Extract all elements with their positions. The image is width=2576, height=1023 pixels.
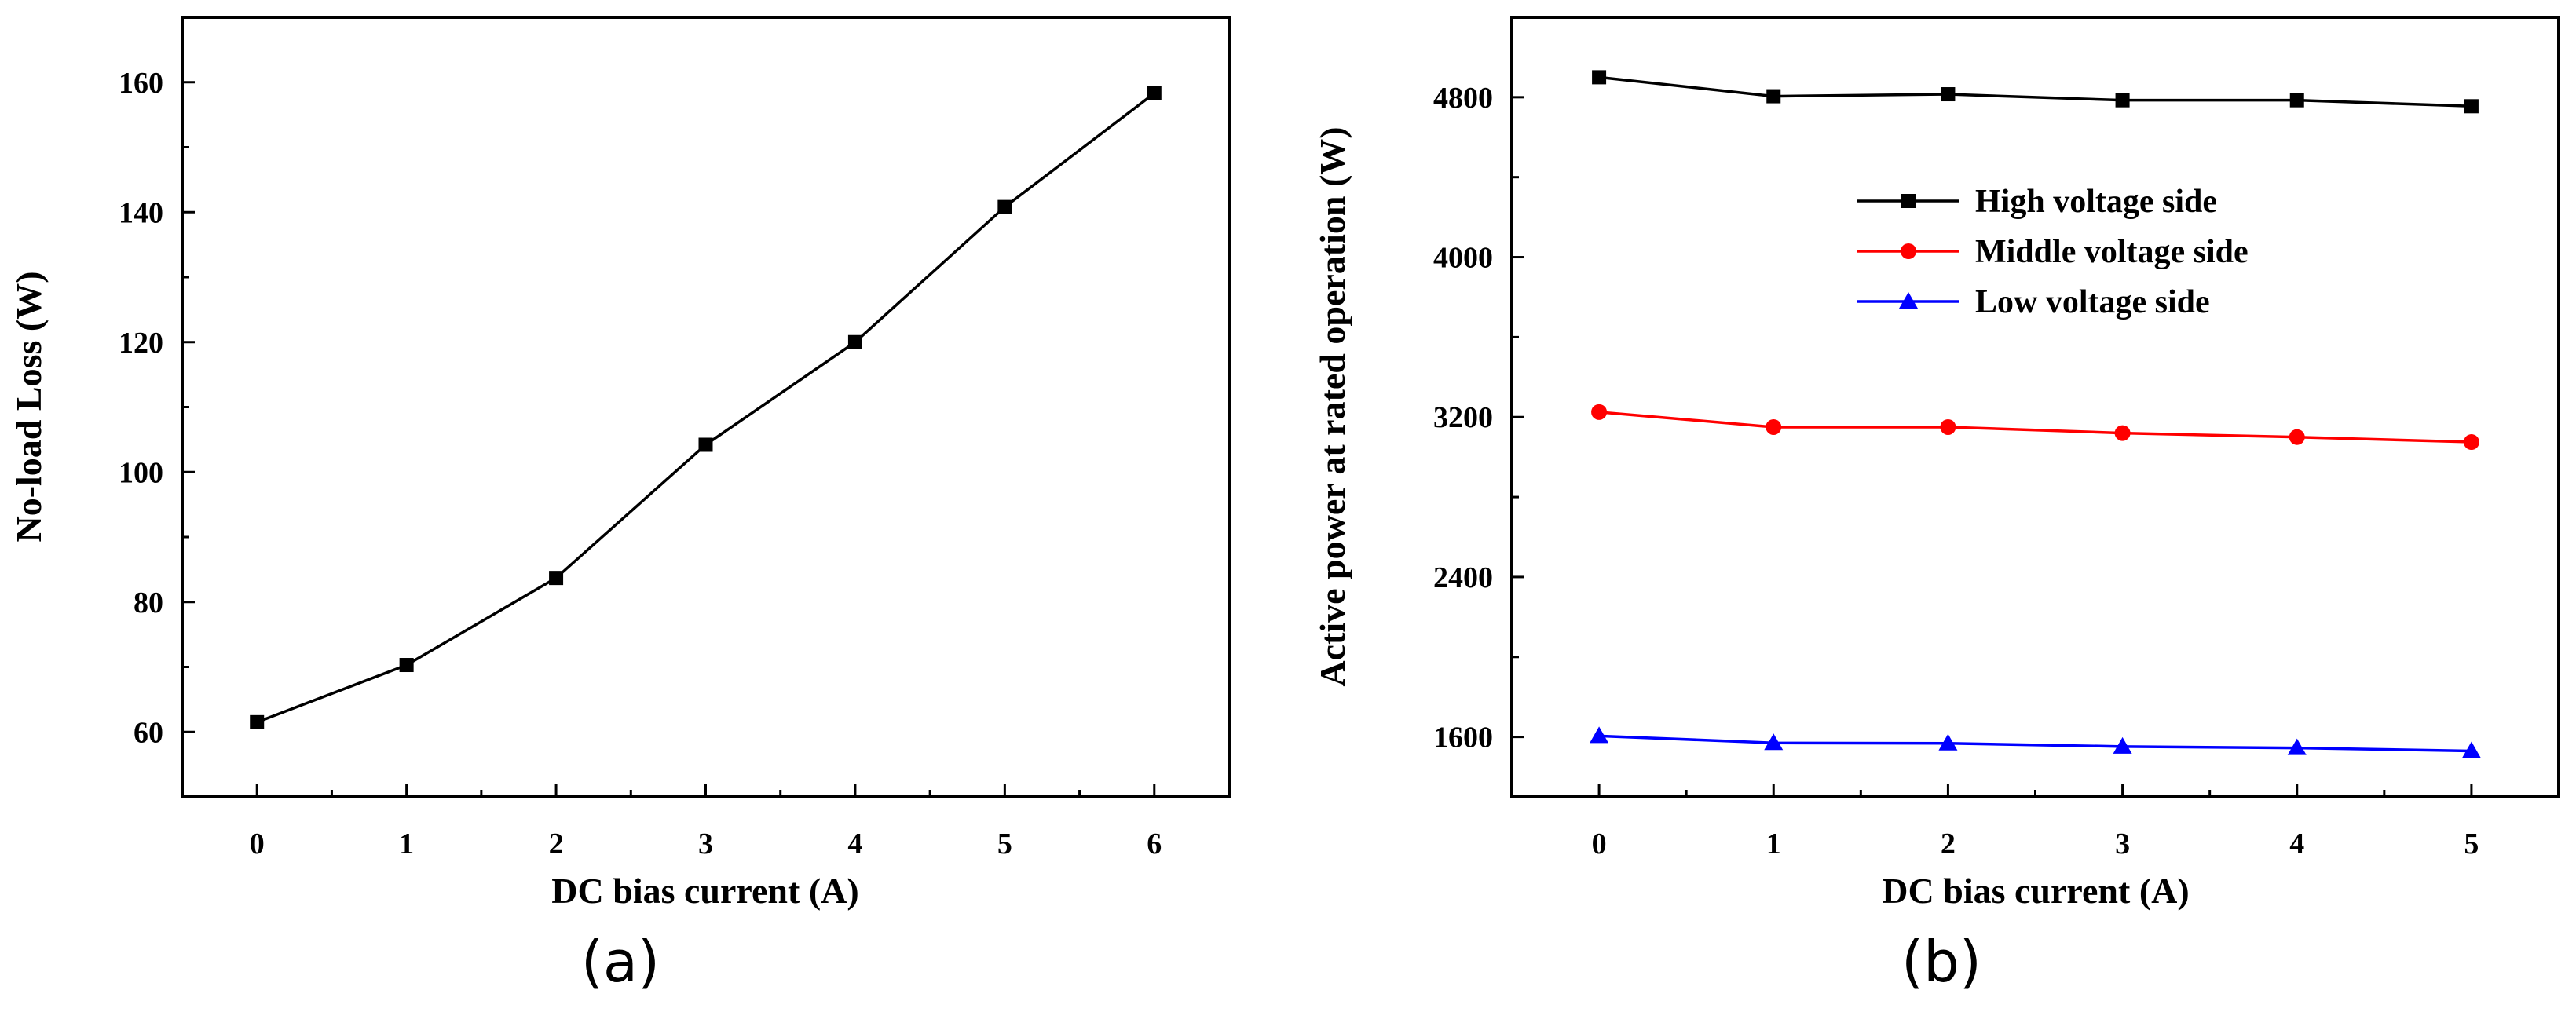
data-point — [399, 658, 414, 673]
legend-label: Middle voltage side — [1975, 234, 2249, 270]
y-axis: 1600 2400 3200 4000 4800 — [1433, 82, 1524, 754]
series-line — [1599, 734, 2472, 753]
data-point — [2115, 93, 2130, 108]
chart-panel-a: No-load Loss (W) DC bias current (A) (a)… — [9, 16, 1231, 995]
legend-item: High voltage side — [1857, 184, 2217, 220]
data-point — [2464, 99, 2479, 114]
legend-marker — [1901, 243, 1916, 259]
x-tick-label: 2 — [549, 828, 564, 860]
y-tick-label: 2400 — [1433, 561, 1493, 594]
y-tick-label: 160 — [119, 67, 163, 100]
series-no-load-loss — [250, 86, 1162, 729]
x-tick-label: 4 — [847, 828, 862, 860]
plot-frame — [1510, 16, 2560, 798]
y-tick-label: 140 — [119, 196, 163, 229]
x-tick-label: 3 — [2115, 828, 2130, 860]
data-point — [2461, 741, 2481, 758]
y-tick-label: 120 — [119, 327, 163, 360]
data-point — [2289, 93, 2304, 108]
x-tick-label: 4 — [2289, 828, 2304, 860]
data-point — [1590, 726, 1609, 744]
legend-label: High voltage side — [1975, 184, 2217, 220]
y-tick-label: 4800 — [1433, 82, 1493, 115]
data-point — [698, 437, 713, 452]
y-axis-title: No-load Loss (W) — [9, 271, 49, 542]
data-point — [1766, 418, 1782, 435]
y-tick-label: 3200 — [1433, 401, 1493, 434]
x-tick-label: 5 — [2464, 828, 2479, 860]
x-axis-title: DC bias current (A) — [1882, 871, 2189, 911]
x-tick-label: 2 — [1941, 828, 1956, 860]
x-tick-label: 3 — [698, 828, 713, 860]
y-axis: 60 80 100 120 140 160 — [119, 67, 195, 749]
x-tick-label: 1 — [399, 828, 414, 860]
x-tick-label: 0 — [250, 828, 265, 860]
y-tick-label: 100 — [119, 456, 163, 489]
x-tick-label: 0 — [1592, 828, 1607, 860]
x-axis: 0 1 2 3 4 5 6 — [250, 784, 1162, 860]
data-point — [2289, 429, 2305, 445]
data-point — [549, 571, 564, 586]
plot-frame — [181, 16, 1231, 798]
legend-marker — [1901, 194, 1916, 208]
legend-item: Low voltage side — [1857, 284, 2210, 320]
legend-item: Middle voltage side — [1857, 234, 2249, 270]
series-middle-voltage-side — [1591, 404, 2479, 451]
x-tick-label: 1 — [1766, 828, 1781, 860]
data-point — [2287, 738, 2307, 755]
y-tick-label: 60 — [134, 716, 163, 749]
data-point — [1591, 404, 1608, 420]
y-tick-label: 4000 — [1433, 242, 1493, 275]
series-line — [256, 92, 1155, 724]
data-point — [1764, 733, 1784, 751]
panel-label: (b) — [1901, 929, 1981, 995]
data-point — [250, 714, 265, 729]
data-point — [997, 199, 1012, 214]
legend: High voltage side Middle voltage side Low … — [1857, 184, 2249, 320]
x-tick-label: 5 — [997, 828, 1012, 860]
data-point — [1766, 89, 1781, 104]
data-point — [1940, 418, 1956, 435]
data-point — [1941, 87, 1956, 102]
data-point — [847, 334, 862, 349]
data-point — [2463, 434, 2479, 451]
series-low-voltage-side — [1590, 726, 2481, 758]
data-point — [2113, 736, 2132, 754]
x-tick-label: 6 — [1147, 828, 1162, 860]
series-high-voltage-side — [1592, 70, 2479, 114]
y-axis-title: Active power at rated operation (W) — [1312, 126, 1352, 686]
legend-marker — [1899, 292, 1918, 309]
data-point — [1147, 86, 1162, 100]
x-axis-title: DC bias current (A) — [551, 871, 858, 911]
chart-panel-b: Active power at rated operation (W) DC b… — [1312, 16, 2560, 995]
series-line — [1598, 75, 2472, 108]
x-axis: 0 1 2 3 4 5 — [1592, 784, 2479, 860]
panel-label: (a) — [581, 929, 660, 995]
y-tick-label: 1600 — [1433, 722, 1493, 754]
data-point — [2114, 425, 2131, 441]
y-tick-label: 80 — [134, 586, 163, 619]
legend-label: Low voltage side — [1975, 284, 2210, 320]
data-point — [1592, 70, 1607, 85]
data-point — [1938, 733, 1958, 751]
series-line — [1598, 411, 2472, 444]
